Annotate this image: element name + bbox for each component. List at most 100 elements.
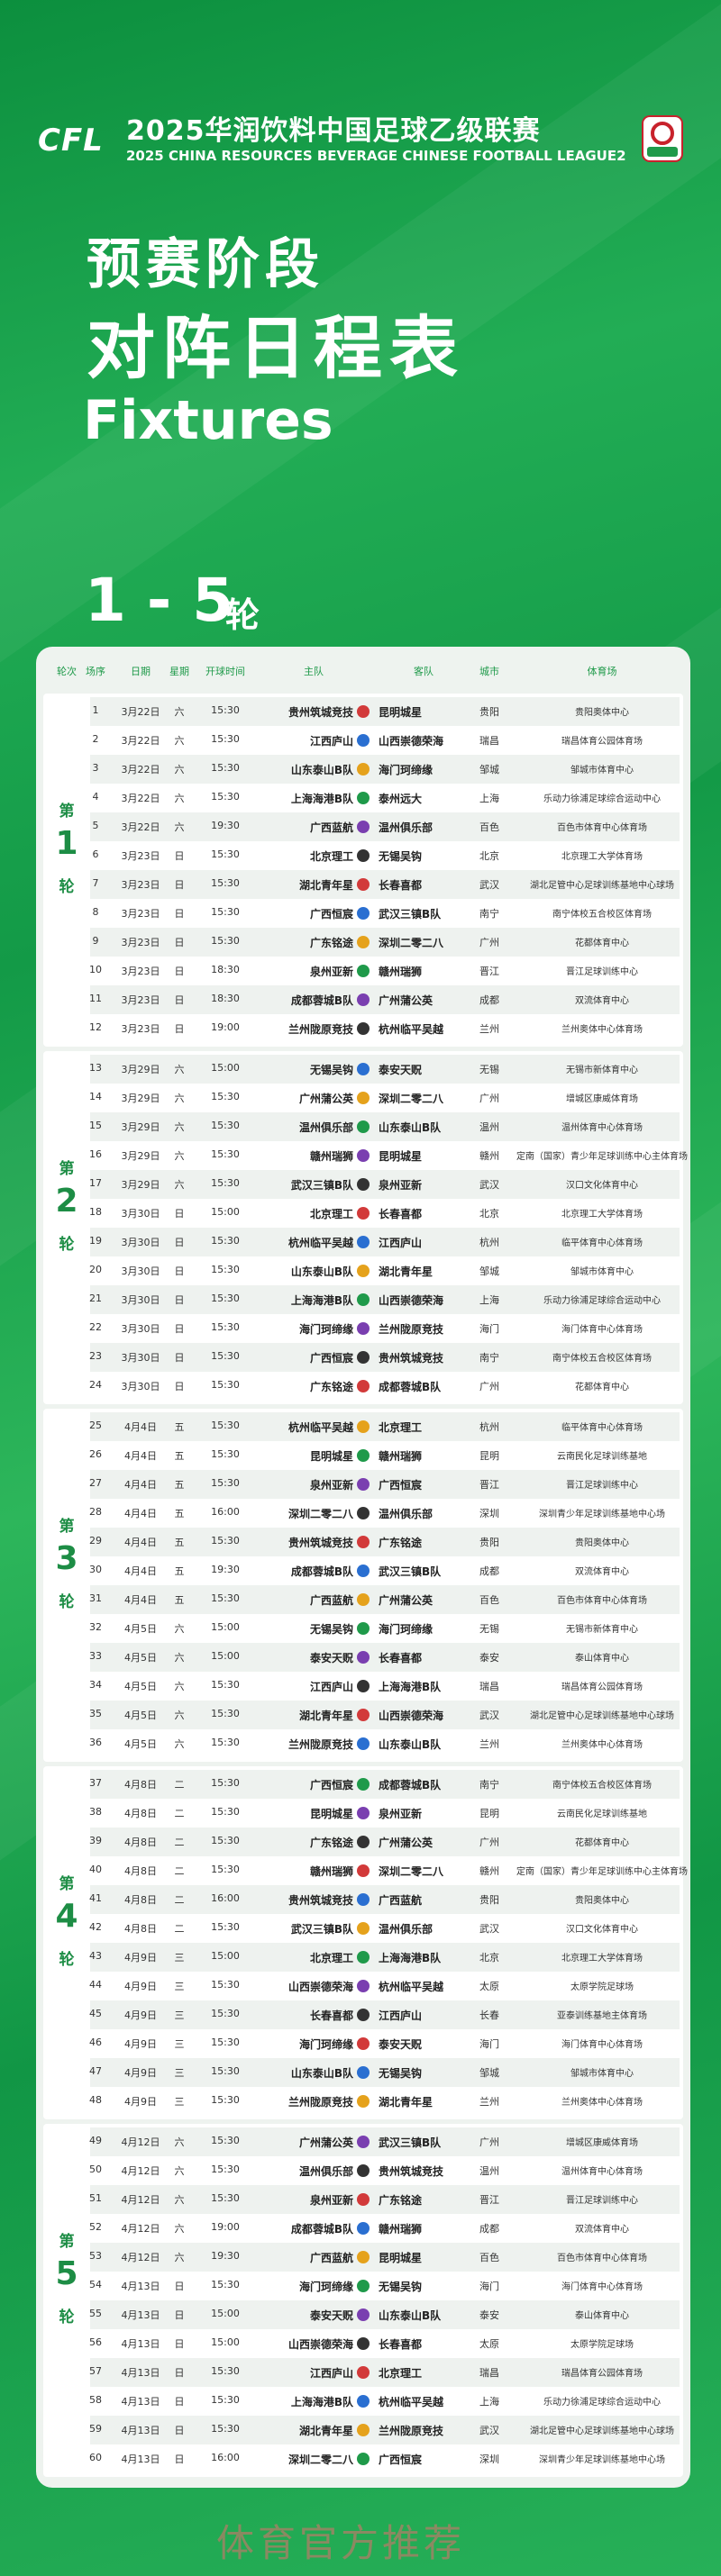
away-team: 武汉三镇B队 (379, 1565, 442, 1578)
away-team: 深圳二零二八 (379, 1865, 444, 1878)
match-number: 50 (89, 2163, 102, 2175)
match-weekday: 日 (174, 1023, 185, 1035)
row-shade (90, 1943, 680, 1972)
match-city: 瑞昌 (479, 735, 499, 747)
home-badge (357, 1651, 370, 1664)
home-team: 兰州陇原竞技 (287, 1738, 353, 1751)
kickoff-time: 15:30 (211, 1708, 240, 1719)
row-shade (90, 1112, 680, 1141)
match-city: 贵阳 (479, 1894, 499, 1906)
match-city: 赣州 (479, 1865, 499, 1877)
match-date: 3月30日 (121, 1323, 160, 1335)
match-venue: 太原学院足球场 (570, 2340, 634, 2350)
match-venue: 无锡市新体育中心 (566, 1625, 638, 1635)
away-team: 广东铭途 (379, 1537, 423, 1549)
match-date: 4月4日 (124, 1421, 157, 1433)
home-team: 无锡吴钩 (309, 1623, 353, 1636)
home-badge (357, 1120, 370, 1133)
row-shade (90, 1770, 680, 1799)
kickoff-time: 15:30 (211, 2008, 240, 2019)
home-team: 湖北青年星 (298, 879, 353, 892)
match-weekday: 六 (174, 1738, 185, 1750)
round-range-unit: 轮 (225, 595, 260, 635)
match-venue: 乐动力徐浦足球综合运动中心 (543, 2398, 661, 2408)
away-team: 温州俱乐部 (379, 1508, 434, 1520)
match-city: 广州 (479, 1093, 499, 1104)
match-weekday: 日 (174, 879, 185, 891)
home-badge (357, 1864, 370, 1877)
round-prefix: 第 (59, 1160, 75, 1178)
home-badge (357, 1893, 370, 1906)
match-date: 4月8日 (124, 1865, 157, 1877)
match-date: 4月9日 (124, 2038, 157, 2050)
kickoff-time: 15:30 (211, 2135, 240, 2146)
round-prefix: 第 (59, 1875, 75, 1893)
match-venue: 海门体育中心体育场 (561, 2282, 643, 2292)
match-venue: 瑞昌体育公园体育场 (561, 1683, 643, 1692)
kickoff-time: 15:30 (211, 2036, 240, 2048)
away-header: 客队 (414, 666, 434, 677)
match-weekday: 日 (174, 1323, 185, 1335)
match-number: 20 (89, 1264, 102, 1275)
kickoff-time: 15:00 (211, 1062, 240, 1074)
home-badge (357, 2066, 370, 2079)
home-team: 广东铭途 (309, 1381, 353, 1393)
match-number: 17 (89, 1177, 102, 1189)
home-team: 江西庐山 (309, 2367, 353, 2380)
match-number: 46 (89, 2036, 102, 2048)
match-city: 广州 (479, 2136, 499, 2148)
match-weekday: 六 (174, 1681, 185, 1692)
home-badge (357, 1022, 370, 1035)
match-weekday: 日 (174, 1381, 185, 1392)
home-team: 杭州临平吴越 (287, 1237, 353, 1249)
order-header: 场序 (86, 666, 105, 677)
home-team: 广州蒲公英 (298, 2136, 353, 2149)
match-city: 兰州 (479, 1738, 499, 1750)
match-venue: 临平体育中心体育场 (561, 1238, 643, 1248)
row-shade (90, 870, 680, 899)
away-team: 泉州亚新 (379, 1179, 423, 1192)
home-team: 武汉三镇B队 (290, 1179, 353, 1192)
match-number: 10 (89, 964, 102, 975)
home-badge (357, 1536, 370, 1548)
match-date: 3月23日 (121, 850, 160, 862)
match-city: 海门 (479, 2038, 499, 2050)
away-team: 成都蓉城B队 (379, 1779, 442, 1791)
match-weekday: 日 (174, 850, 185, 862)
match-city: 杭州 (479, 1421, 499, 1433)
kickoff-time: 19:30 (211, 820, 240, 831)
match-number: 4 (92, 791, 99, 803)
away-team: 深圳二零二八 (379, 937, 444, 949)
match-venue: 北京理工大学体育场 (561, 852, 643, 862)
match-number: 26 (89, 1448, 102, 1460)
match-weekday: 六 (174, 706, 185, 718)
match-date: 3月22日 (121, 793, 160, 804)
kickoff-time: 15:30 (211, 2394, 240, 2406)
home-team: 江西庐山 (309, 1681, 353, 1693)
kickoff-time: 18:30 (211, 993, 240, 1004)
match-weekday: 五 (174, 1537, 185, 1548)
home-badge (357, 849, 370, 862)
match-date: 3月22日 (121, 735, 160, 747)
row-shade (90, 1343, 680, 1372)
home-team: 山西崇德荣海 (287, 1981, 353, 1993)
away-team: 赣州瑞狮 (379, 2223, 423, 2236)
match-city: 上海 (479, 793, 499, 804)
match-date: 4月8日 (124, 1894, 157, 1906)
match-city: 上海 (479, 2396, 499, 2408)
match-venue: 贵阳奥体中心 (575, 708, 629, 718)
match-number: 56 (89, 2336, 102, 2348)
kickoff-time: 15:00 (211, 1621, 240, 1633)
round-suffix: 轮 (59, 1593, 75, 1611)
venue-header: 体育场 (587, 666, 617, 677)
kickoff-time: 15:30 (211, 1921, 240, 1933)
match-number: 8 (92, 906, 99, 918)
kickoff-time: 15:30 (211, 848, 240, 860)
away-team: 广西恒宸 (379, 1479, 423, 1492)
match-weekday: 五 (174, 1479, 185, 1491)
match-number: 18 (89, 1206, 102, 1218)
home-badge (357, 1922, 370, 1935)
home-team: 湖北青年星 (298, 2425, 353, 2437)
home-team: 湖北青年星 (298, 1710, 353, 1722)
home-team: 兰州陇原竞技 (287, 2096, 353, 2109)
